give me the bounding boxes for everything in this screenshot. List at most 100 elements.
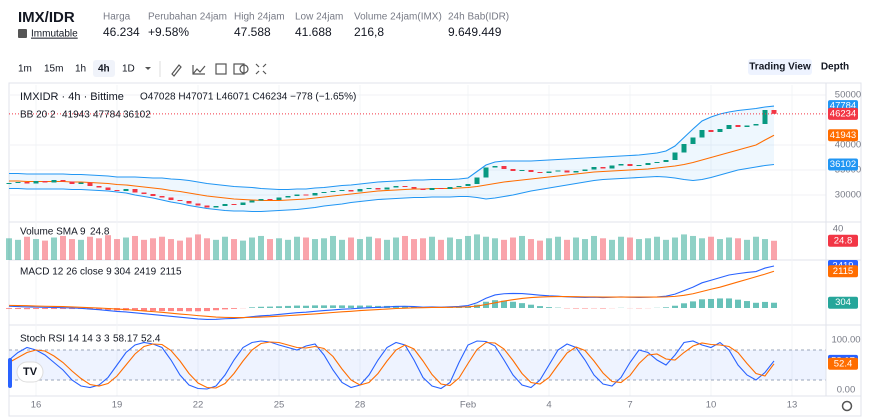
volume-bar (51, 237, 57, 260)
interval[interactable]: 4h (98, 64, 110, 75)
candle (375, 188, 381, 190)
x-tick-label: Feb (460, 400, 476, 411)
macd-hist (330, 305, 336, 308)
rsi-value: 52.4 (141, 334, 161, 345)
candle (528, 170, 534, 172)
volume-bar (465, 235, 471, 260)
volume-bar (168, 239, 174, 260)
volume-bar (600, 238, 606, 260)
volume-bar (105, 235, 111, 260)
volume-bar (663, 239, 669, 260)
price-badge-label: 24.8 (834, 235, 853, 246)
macd-hist (510, 301, 516, 308)
volume-bar (384, 239, 390, 260)
volume-bar (195, 234, 201, 260)
settings-icon[interactable] (841, 400, 853, 412)
candle (501, 166, 507, 169)
dropdown-arrow[interactable] (145, 67, 151, 70)
bb-value: 47784 (93, 110, 121, 121)
stat-value: +9.58% (148, 25, 189, 39)
volume-bar (771, 240, 777, 260)
stat-value: 47.588 (234, 25, 271, 39)
view-tab[interactable]: Depth (821, 62, 849, 73)
macd-hist (150, 307, 156, 311)
volume-bar (744, 239, 750, 260)
candle (240, 202, 246, 205)
volume-value: 24.8 (90, 227, 110, 238)
tool-icons[interactable] (171, 63, 267, 77)
volume-bar (330, 235, 336, 260)
volume-bar (438, 239, 444, 260)
volume-bar (60, 235, 66, 260)
candle (618, 164, 624, 166)
price-badge-label: 304 (835, 297, 851, 308)
volume-bar (123, 237, 129, 260)
x-tick-label: 7 (627, 400, 632, 411)
candle (492, 166, 498, 168)
macd-hist (663, 307, 669, 308)
volume-bar (546, 238, 552, 260)
macd-hist (726, 298, 732, 308)
stat-label: Perubahan 24jam (148, 12, 227, 23)
active-interval-bg (93, 60, 115, 77)
macd-hist (303, 305, 309, 308)
interval[interactable]: 15m (44, 64, 63, 75)
volume-bar (753, 236, 759, 260)
macd-hist (537, 306, 543, 308)
volume-bar (42, 240, 48, 260)
volume-bar (114, 239, 120, 260)
volume-bar (519, 235, 525, 260)
stat-value: 41.688 (295, 25, 332, 39)
candle (294, 194, 300, 196)
volume-bar (222, 236, 228, 260)
candle (735, 125, 741, 127)
candle (672, 152, 678, 160)
volume-bar (447, 237, 453, 260)
candle (159, 196, 165, 198)
volume-bar (483, 236, 489, 260)
y-tick-label: 40000 (835, 140, 861, 151)
volume-bar (645, 238, 651, 260)
interval[interactable]: 1h (75, 64, 86, 75)
macd-hist (132, 307, 138, 311)
macd-hist (465, 306, 471, 308)
macd-hist (762, 301, 768, 308)
view-tab-bg (748, 59, 812, 75)
candle (609, 165, 615, 169)
volume-bar (555, 236, 561, 260)
macd-hist (717, 298, 723, 308)
macd-hist (402, 306, 408, 308)
signal-line (8, 270, 775, 319)
macd-hist (24, 307, 30, 310)
macd-hist (366, 305, 372, 308)
price-badge-label: 41943 (830, 130, 856, 141)
volume-bar (564, 239, 570, 260)
volume-bar (726, 237, 732, 260)
side-handle[interactable] (8, 358, 12, 388)
volume-bar (627, 237, 633, 260)
interval[interactable]: 1D (122, 64, 135, 75)
candle (519, 170, 525, 171)
candle (51, 180, 57, 183)
volume-bar (708, 236, 714, 260)
interval[interactable]: 1m (18, 64, 32, 75)
volume-bar (24, 236, 30, 260)
candle (636, 165, 642, 166)
macd-hist (213, 307, 219, 311)
macd-hist (42, 307, 48, 310)
token-name[interactable]: Immutable (31, 29, 78, 40)
stat-label: Volume 24jam(IMX) (354, 12, 442, 23)
view-tab[interactable]: Trading View (749, 62, 811, 73)
bb-lower (9, 163, 775, 213)
candle (150, 194, 156, 196)
volume-bar (762, 239, 768, 260)
candle (699, 130, 705, 138)
candle (69, 181, 75, 184)
svg-text:TV: TV (23, 366, 38, 378)
symbol: IMXIDR · 4h · Bittime (20, 91, 124, 103)
token-icon (18, 29, 27, 38)
x-tick-label: 13 (787, 400, 798, 411)
macd-hist (231, 307, 237, 309)
x-tick-label: 10 (706, 400, 717, 411)
volume-bar (339, 239, 345, 260)
